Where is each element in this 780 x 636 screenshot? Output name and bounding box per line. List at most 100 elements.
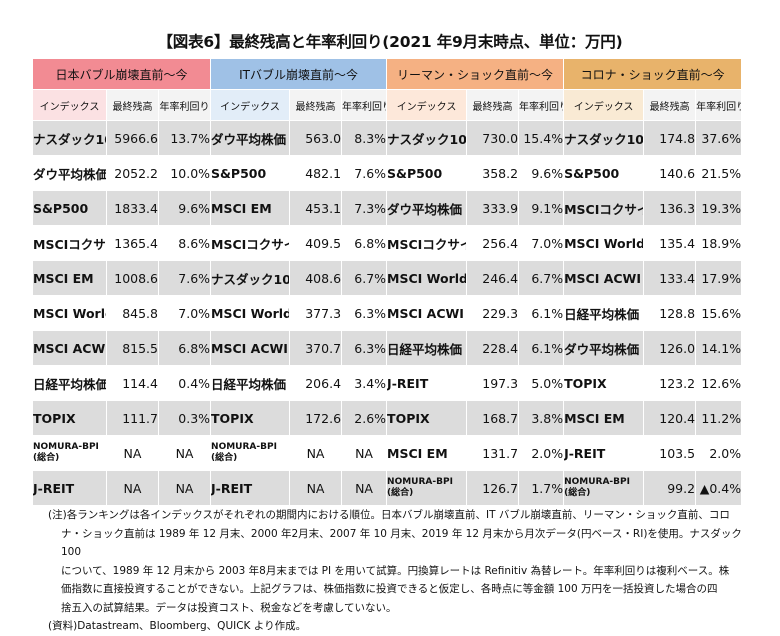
- index-name-cell: J-REIT: [32, 470, 107, 506]
- era-header-lehman: リーマン・ショック直前～今: [386, 58, 565, 90]
- index-name-cell: S&P500: [210, 155, 291, 191]
- annual-rate-cell: 0.4%: [157, 365, 212, 401]
- final-balance-cell: 168.7: [466, 400, 520, 436]
- column-header-index: インデックス: [386, 89, 468, 121]
- final-balance-cell: 135.4: [643, 225, 697, 261]
- index-name-cell: J-REIT: [563, 435, 645, 471]
- footnotes: (注)各ランキングは各インデックスがそれぞれの期間内における順位。日本バブル崩壊…: [48, 506, 748, 636]
- era-header-it-bubble: ITバブル崩壊直前～今: [210, 58, 388, 90]
- index-name-cell: MSCIコクサイ: [563, 190, 645, 226]
- annual-rate-cell: 9.6%: [518, 155, 565, 191]
- note-line: 価指数に直接投資することができない。上記グラフは、株価指数に投資できると仮定し、…: [61, 583, 718, 595]
- annual-rate-cell: 15.6%: [695, 295, 743, 331]
- annual-rate-cell: 0.3%: [157, 400, 212, 436]
- final-balance-cell: 172.6: [289, 400, 343, 436]
- final-balance-cell: 1365.4: [106, 225, 159, 261]
- index-name-cell: TOPIX: [386, 400, 468, 436]
- column-header-rate: 年率利回り: [341, 89, 388, 121]
- annual-rate-cell: 6.8%: [341, 225, 388, 261]
- annual-rate-cell: 5.0%: [518, 365, 565, 401]
- annual-rate-cell: 3.8%: [518, 400, 565, 436]
- final-balance-cell: 358.2: [466, 155, 520, 191]
- final-balance-cell: 453.1: [289, 190, 343, 226]
- annual-rate-cell: 7.6%: [341, 155, 388, 191]
- annual-rate-cell: 37.6%: [695, 120, 743, 156]
- final-balance-cell: 1833.4: [106, 190, 159, 226]
- annual-rate-cell: 9.6%: [157, 190, 212, 226]
- note-line: について、1989 年 12 月末から 2003 年8月末までは PI を用いて…: [61, 564, 730, 577]
- index-name-cell: S&P500: [32, 190, 107, 226]
- index-name-cell: MSCI ACWI: [563, 260, 645, 296]
- index-name-cell: ダウ平均株価: [210, 120, 291, 156]
- final-balance-cell: 482.1: [289, 155, 343, 191]
- column-header-row: インデックス 最終残高 年率利回り インデックス 最終残高 年率利回り インデッ…: [32, 89, 743, 121]
- index-name-cell: MSCI World: [210, 295, 291, 331]
- annual-rate-cell: 12.6%: [695, 365, 743, 401]
- final-balance-cell: NA: [289, 435, 343, 471]
- final-balance-cell: 408.6: [289, 260, 343, 296]
- index-name-cell: 日経平均株価: [563, 295, 645, 331]
- index-name-cell: NOMURA-BPI (総合): [386, 470, 468, 506]
- column-header-balance: 最終残高: [466, 89, 520, 121]
- annual-rate-cell: 15.4%: [518, 120, 565, 156]
- annual-rate-cell: 8.6%: [157, 225, 212, 261]
- column-header-balance: 最終残高: [289, 89, 343, 121]
- final-balance-cell: 409.5: [289, 225, 343, 261]
- index-name-cell: MSCI ACWI: [386, 295, 468, 331]
- final-balance-cell: 377.3: [289, 295, 343, 331]
- ranking-table: 日本バブル崩壊直前～今 ITバブル崩壊直前～今 リーマン・ショック直前～今 コロ…: [31, 58, 743, 506]
- index-name-cell: MSCI World: [386, 260, 468, 296]
- index-name-cell: MSCI ACWI: [210, 330, 291, 366]
- annual-rate-cell: 10.0%: [157, 155, 212, 191]
- final-balance-cell: 2052.2: [106, 155, 159, 191]
- table-row: J-REIT NA NA J-REIT NA NA NOMURA-BPI (総合) 126.7 1…: [32, 470, 743, 506]
- table-row: S&P500 1833.4 9.6% MSCI EM 453.1 7.3% ダウ平均株価 33…: [32, 190, 743, 226]
- final-balance-cell: 99.2: [643, 470, 697, 506]
- annual-rate-cell: 6.7%: [518, 260, 565, 296]
- final-balance-cell: 563.0: [289, 120, 343, 156]
- table-row: ナスダック1005966.613.7%ダウ平均株価563.08.3%ナスダック1…: [32, 120, 743, 156]
- final-balance-cell: 370.7: [289, 330, 343, 366]
- table-row: TOPIX 111.7 0.3% TOPIX 172.6 2.6% TOPIX 168.7 3.…: [32, 400, 743, 436]
- column-header-index: インデックス: [563, 89, 645, 121]
- index-name-cell: TOPIX: [32, 400, 107, 436]
- final-balance-cell: 845.8: [106, 295, 159, 331]
- annual-rate-cell: 8.3%: [341, 120, 388, 156]
- index-name-cell: TOPIX: [210, 400, 291, 436]
- final-balance-cell: NA: [106, 435, 159, 471]
- column-header-rate: 年率利回り: [518, 89, 565, 121]
- final-balance-cell: 246.4: [466, 260, 520, 296]
- final-balance-cell: 140.6: [643, 155, 697, 191]
- final-balance-cell: 206.4: [289, 365, 343, 401]
- final-balance-cell: 174.8: [643, 120, 697, 156]
- column-header-rate: 年率利回り: [157, 89, 212, 121]
- final-balance-cell: 5966.6: [106, 120, 159, 156]
- table-row: MSCIコクサイ1365.48.6%MSCIコクサイ409.56.8%MSCIコ…: [32, 225, 743, 261]
- index-name-cell: MSCI World: [32, 295, 107, 331]
- annual-rate-cell: 6.1%: [518, 295, 565, 331]
- final-balance-cell: 128.8: [643, 295, 697, 331]
- final-balance-cell: 256.4: [466, 225, 520, 261]
- final-balance-cell: 114.4: [106, 365, 159, 401]
- note-line: 捨五入の試算結果。データは投資コスト、税金などを考慮していない。: [61, 601, 397, 614]
- era-header-corona: コロナ・ショック直前～今: [563, 58, 743, 90]
- final-balance-cell: 1008.6: [106, 260, 159, 296]
- annual-rate-cell: 7.0%: [157, 295, 212, 331]
- index-name-cell: 日経平均株価: [32, 365, 107, 401]
- source-line: (資料)Datastream、Bloomberg、QUICK より作成。: [48, 620, 307, 632]
- index-name-cell: 日経平均株価: [386, 330, 468, 366]
- index-name-cell: NOMURA-BPI (総合): [563, 470, 645, 506]
- annual-rate-cell: 13.7%: [157, 120, 212, 156]
- annual-rate-cell: NA: [341, 435, 388, 471]
- annual-rate-cell: 6.3%: [341, 330, 388, 366]
- annual-rate-cell: 6.8%: [157, 330, 212, 366]
- index-name-cell: 日経平均株価: [210, 365, 291, 401]
- annual-rate-cell: 6.1%: [518, 330, 565, 366]
- table-row: MSCI World 845.8 7.0% MSCI World 377.3 6.3% MS…: [32, 295, 743, 331]
- index-name-cell: MSCIコクサイ: [386, 225, 468, 261]
- final-balance-cell: 136.3: [643, 190, 697, 226]
- column-header-index: インデックス: [210, 89, 291, 121]
- final-balance-cell: 133.4: [643, 260, 697, 296]
